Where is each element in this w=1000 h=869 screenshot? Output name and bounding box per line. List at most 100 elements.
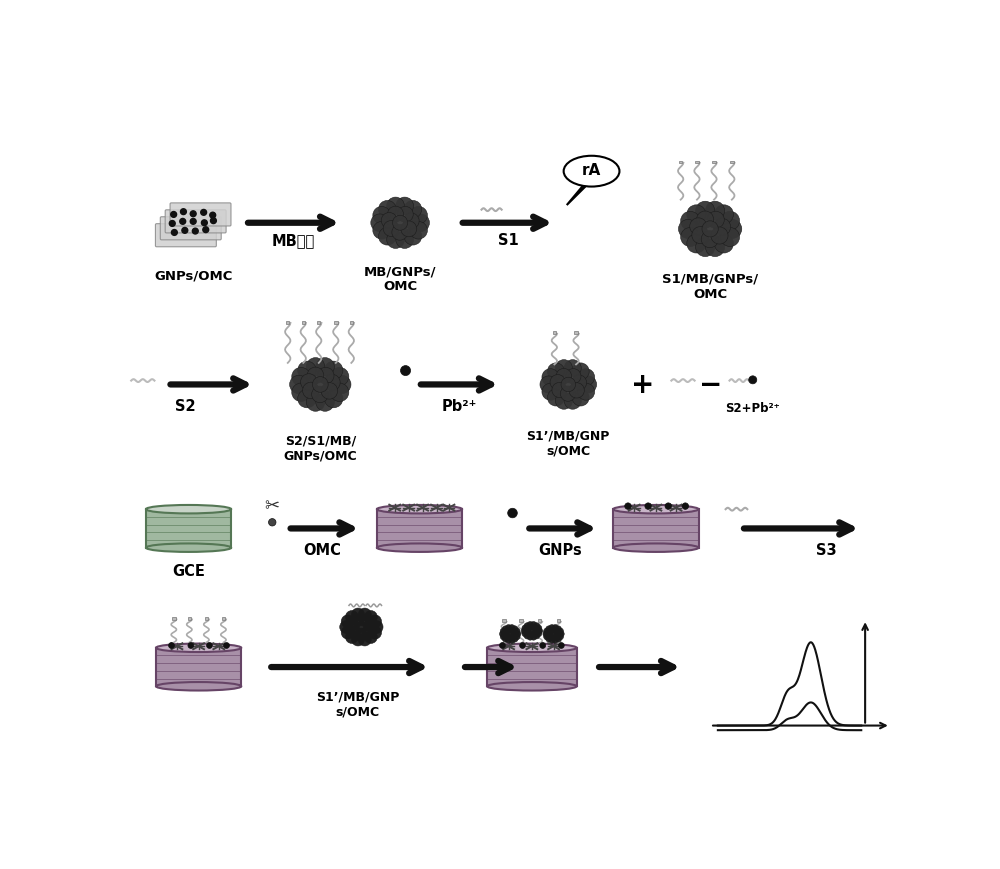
Circle shape <box>711 228 728 245</box>
Ellipse shape <box>377 544 462 553</box>
Circle shape <box>381 213 397 229</box>
Circle shape <box>190 211 196 217</box>
Circle shape <box>351 608 365 621</box>
Circle shape <box>410 222 427 240</box>
Circle shape <box>396 198 414 216</box>
Circle shape <box>682 503 689 510</box>
Bar <box>222 618 225 620</box>
Circle shape <box>207 643 212 648</box>
Circle shape <box>526 630 532 636</box>
Circle shape <box>529 632 535 638</box>
Circle shape <box>401 222 417 237</box>
Circle shape <box>547 389 565 407</box>
Circle shape <box>500 628 507 634</box>
Circle shape <box>203 228 209 233</box>
Circle shape <box>316 394 334 412</box>
Circle shape <box>181 209 186 216</box>
Ellipse shape <box>613 506 698 514</box>
Circle shape <box>359 615 371 627</box>
FancyBboxPatch shape <box>170 203 231 227</box>
Circle shape <box>552 383 567 398</box>
Circle shape <box>564 393 581 410</box>
Circle shape <box>530 634 537 640</box>
Circle shape <box>507 632 513 637</box>
Ellipse shape <box>564 156 619 188</box>
Circle shape <box>355 628 367 640</box>
Circle shape <box>292 368 310 387</box>
Text: S1: S1 <box>498 233 519 248</box>
Circle shape <box>507 634 513 640</box>
Circle shape <box>404 229 422 246</box>
Circle shape <box>530 622 537 628</box>
Circle shape <box>555 631 560 636</box>
Ellipse shape <box>156 644 241 653</box>
Circle shape <box>697 212 714 229</box>
Bar <box>377 509 462 548</box>
Circle shape <box>312 377 328 393</box>
Circle shape <box>535 625 542 632</box>
Circle shape <box>555 636 561 642</box>
FancyBboxPatch shape <box>160 217 221 241</box>
Circle shape <box>500 631 506 637</box>
Circle shape <box>349 626 361 637</box>
Circle shape <box>749 376 757 384</box>
Circle shape <box>330 383 349 402</box>
Circle shape <box>556 369 572 384</box>
Circle shape <box>551 634 556 640</box>
Bar <box>613 509 698 548</box>
Circle shape <box>542 384 559 401</box>
Bar <box>188 618 191 620</box>
Circle shape <box>396 231 414 249</box>
Circle shape <box>340 620 353 634</box>
Circle shape <box>531 625 537 631</box>
Circle shape <box>533 623 540 629</box>
Circle shape <box>702 222 718 238</box>
Circle shape <box>533 633 540 640</box>
Circle shape <box>303 382 319 399</box>
Bar <box>519 620 523 623</box>
Circle shape <box>347 620 359 632</box>
Circle shape <box>542 369 559 387</box>
Circle shape <box>307 368 324 384</box>
Circle shape <box>180 219 186 225</box>
Circle shape <box>547 631 553 636</box>
Ellipse shape <box>613 544 698 553</box>
Circle shape <box>345 611 359 624</box>
Circle shape <box>373 207 391 225</box>
Circle shape <box>723 220 742 239</box>
Bar <box>317 322 320 324</box>
Circle shape <box>383 222 399 237</box>
Circle shape <box>578 384 595 401</box>
Ellipse shape <box>156 682 241 691</box>
Circle shape <box>527 625 533 631</box>
Circle shape <box>692 228 709 244</box>
Circle shape <box>546 636 552 642</box>
Circle shape <box>678 220 698 239</box>
Circle shape <box>566 369 581 384</box>
Circle shape <box>370 620 383 634</box>
Circle shape <box>687 235 706 254</box>
Circle shape <box>392 225 408 241</box>
Circle shape <box>560 387 576 401</box>
Circle shape <box>298 362 316 380</box>
Bar <box>679 162 682 164</box>
Circle shape <box>332 375 351 395</box>
Circle shape <box>368 627 382 640</box>
Circle shape <box>371 215 389 232</box>
Circle shape <box>553 628 558 634</box>
Circle shape <box>547 363 565 381</box>
Circle shape <box>514 634 520 640</box>
Circle shape <box>625 503 631 510</box>
Circle shape <box>720 229 740 247</box>
Circle shape <box>524 623 530 629</box>
Circle shape <box>502 636 509 642</box>
Circle shape <box>169 643 174 648</box>
Text: MB/GNPs/
OMC: MB/GNPs/ OMC <box>364 265 436 293</box>
Circle shape <box>210 218 216 224</box>
Circle shape <box>572 389 589 407</box>
Circle shape <box>171 230 177 236</box>
Bar <box>302 322 305 324</box>
Text: rA: rA <box>582 163 601 178</box>
Circle shape <box>554 634 560 640</box>
Circle shape <box>373 222 391 240</box>
